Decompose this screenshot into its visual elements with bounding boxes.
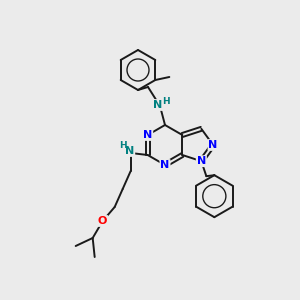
Text: N: N <box>208 140 218 150</box>
Text: N: N <box>125 146 134 156</box>
Text: N: N <box>143 130 152 140</box>
Text: O: O <box>98 216 107 226</box>
Text: N: N <box>197 156 206 166</box>
Text: H: H <box>119 140 127 149</box>
Text: N: N <box>153 100 163 110</box>
Text: N: N <box>160 160 169 170</box>
Text: H: H <box>162 98 170 106</box>
